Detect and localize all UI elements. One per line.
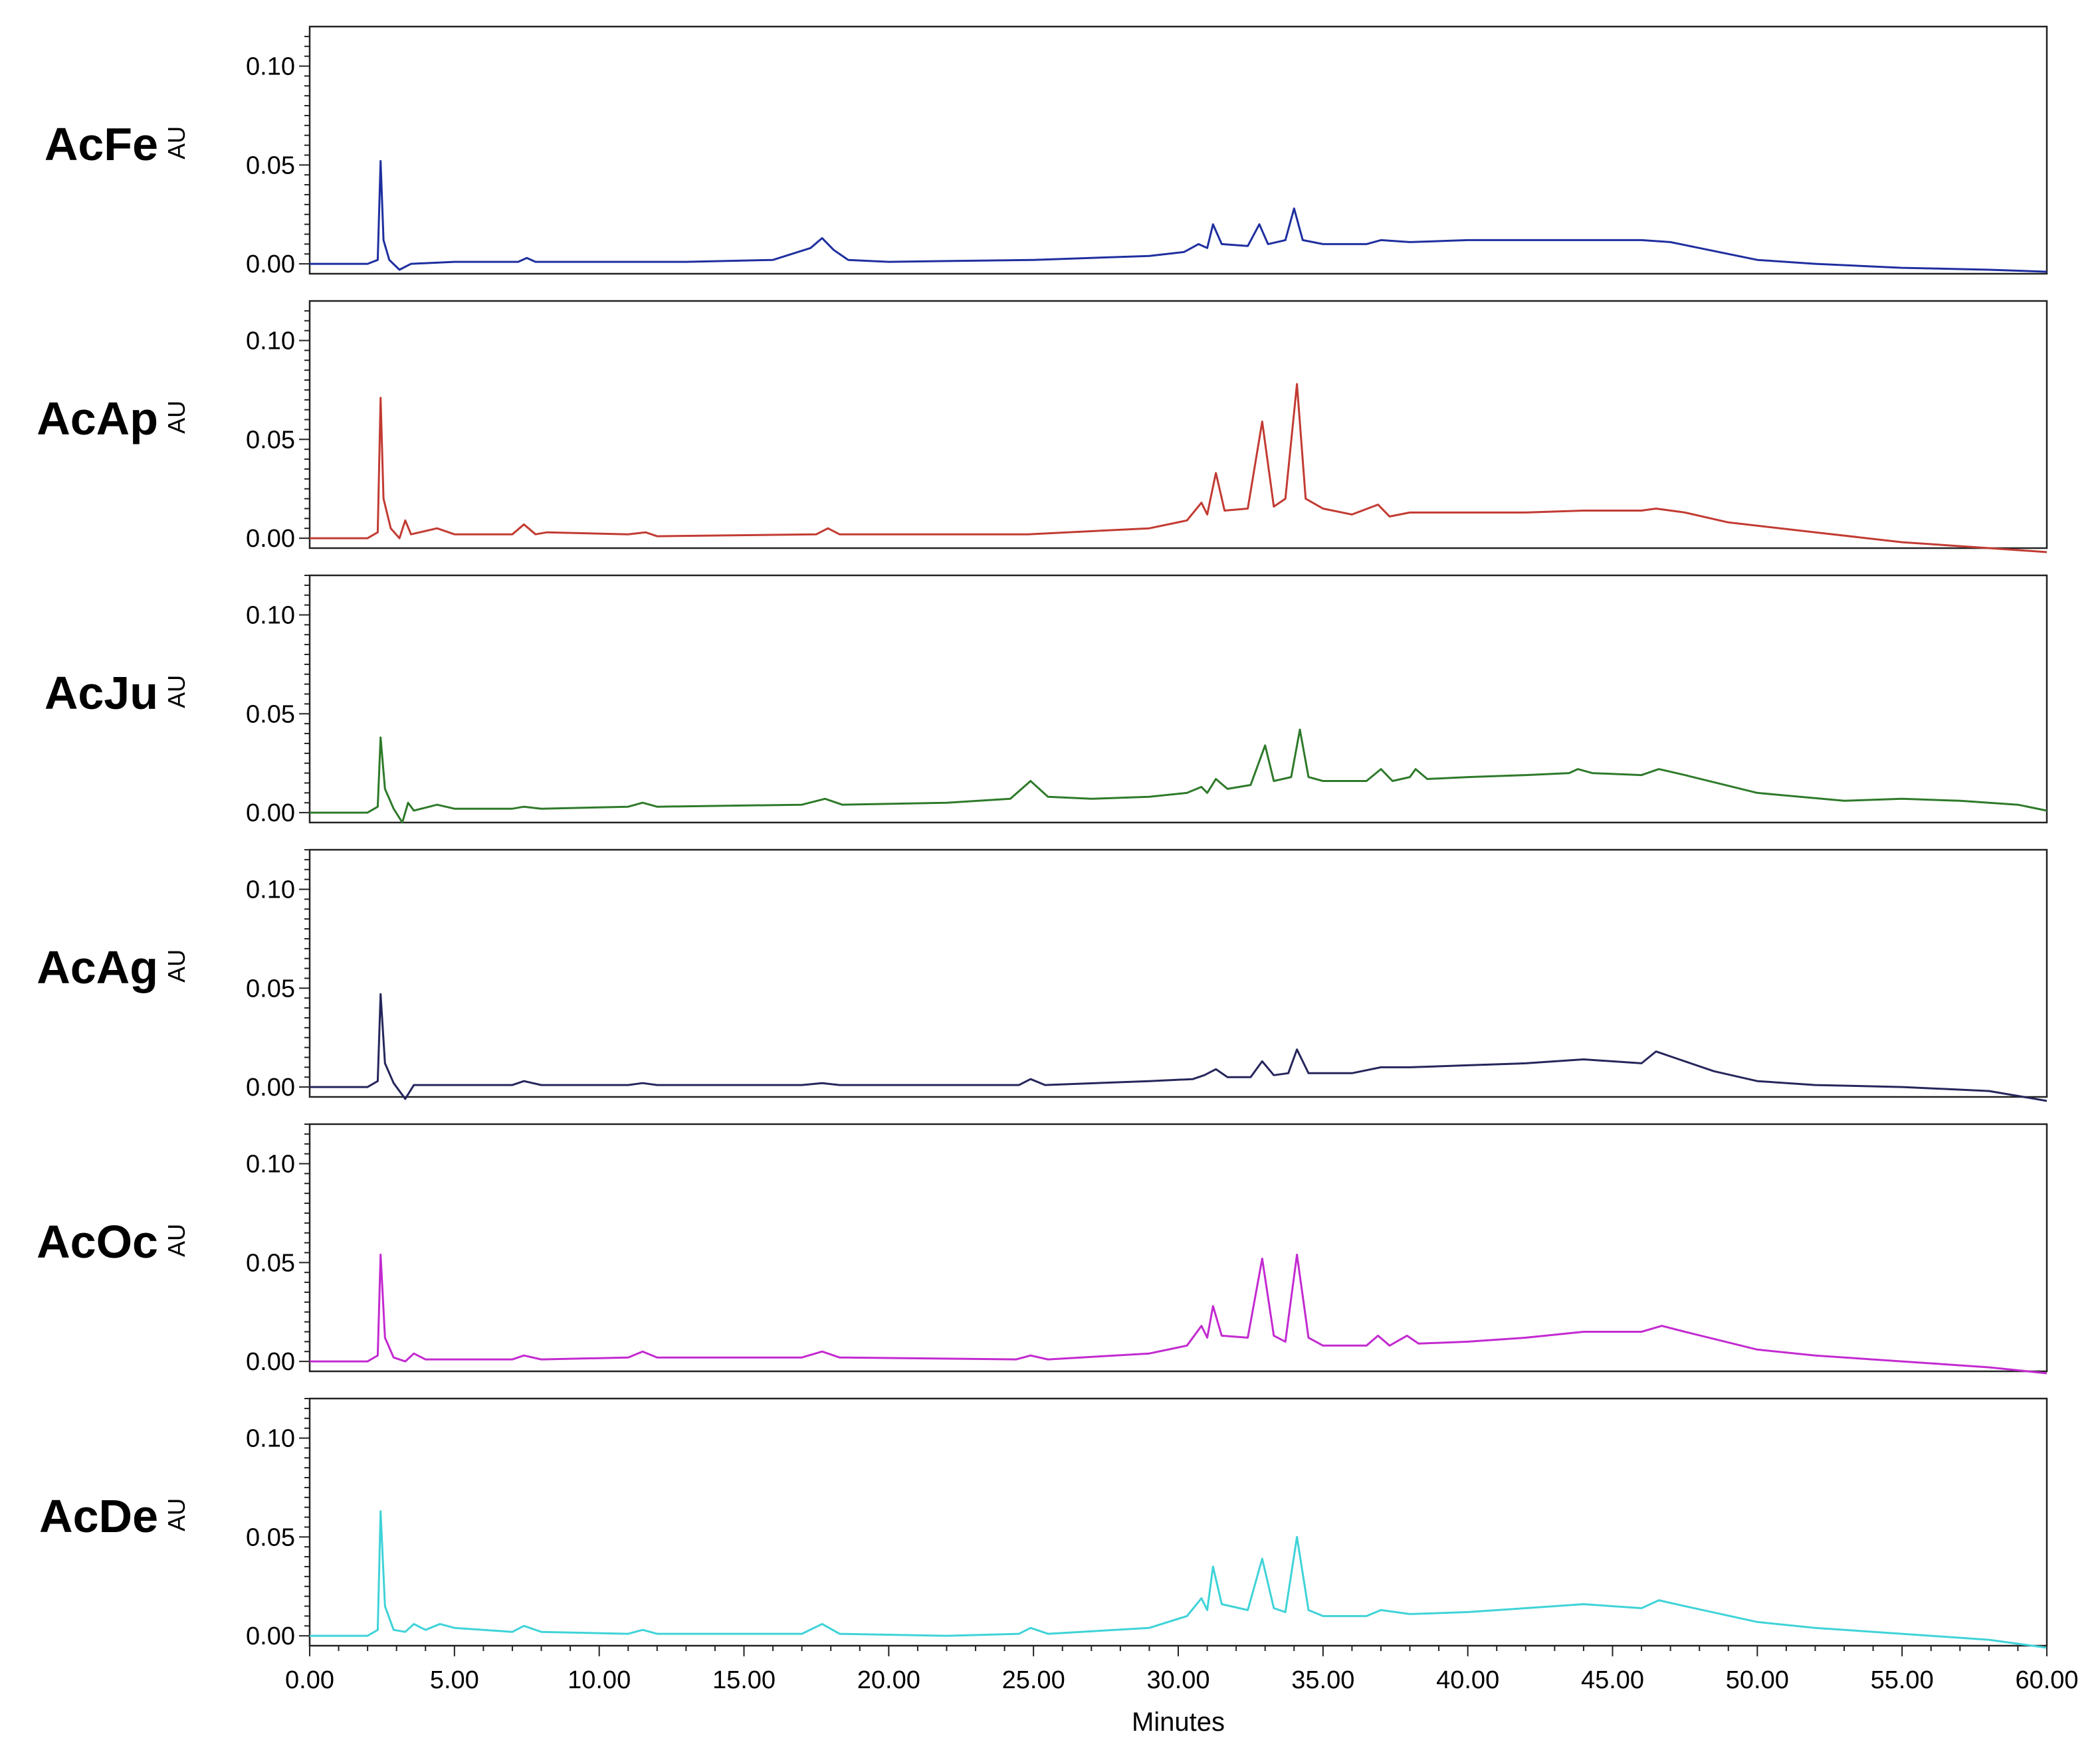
panel-acfe: 0.00 0.05 0.10 AcFe AU — [45, 25, 2048, 278]
y-tick-label: 0.00 — [246, 1074, 295, 1102]
x-axis-title: Minutes — [1132, 1707, 1225, 1737]
plot-frame — [308, 574, 2048, 824]
y-tick-label: 0.10 — [246, 602, 295, 630]
trace-acoc — [310, 1253, 2048, 1375]
y-axis-unit-label: AU — [163, 1224, 190, 1257]
plot-frame — [308, 25, 2048, 275]
y-tick-label: 0.10 — [246, 328, 295, 355]
trace-acju — [310, 728, 2048, 824]
y-tick-label: 0.00 — [246, 1622, 295, 1650]
plot-frame — [308, 1397, 2048, 1647]
panel-acoc: 0.00 0.05 0.10 AcOc AU — [37, 1123, 2048, 1376]
y-tick-label: 0.05 — [246, 975, 295, 1003]
x-tick-label: 55.00 — [1871, 1666, 1934, 1694]
panel-acag: 0.00 0.05 0.10 AcAg AU — [37, 848, 2048, 1102]
y-axis-unit-label: AU — [163, 949, 190, 983]
plot-frame — [308, 848, 2048, 1098]
trace-acap — [310, 383, 2048, 553]
y-axis-unit-label: AU — [163, 126, 190, 159]
sample-label-acoc: AcOc — [37, 1216, 158, 1268]
y-tick-label: 0.05 — [246, 1249, 295, 1277]
sample-label-acfe: AcFe — [45, 118, 158, 170]
x-tick-label: 25.00 — [1002, 1666, 1065, 1694]
y-tick-label: 0.10 — [246, 53, 295, 81]
sample-label-acag: AcAg — [37, 941, 158, 993]
y-tick-label: 0.00 — [246, 799, 295, 827]
y-tick-label: 0.00 — [246, 1348, 295, 1376]
sample-label-acap: AcAp — [37, 393, 158, 444]
y-tick-label: 0.10 — [246, 876, 295, 904]
x-tick-label: 40.00 — [1436, 1666, 1499, 1694]
plot-frame — [308, 300, 2048, 549]
y-axis-unit-label: AU — [163, 1498, 190, 1531]
x-tick-label: 35.00 — [1291, 1666, 1354, 1694]
y-tick-label: 0.00 — [246, 525, 295, 553]
x-tick-label: 10.00 — [568, 1666, 631, 1694]
y-tick-label: 0.05 — [246, 700, 295, 728]
x-tick-label: 30.00 — [1146, 1666, 1209, 1694]
sample-label-acju: AcJu — [45, 667, 158, 719]
y-tick-label: 0.05 — [246, 426, 295, 454]
y-tick-label: 0.05 — [246, 151, 295, 179]
x-tick-label: 60.00 — [2015, 1666, 2078, 1694]
y-axis-unit-label: AU — [163, 401, 190, 434]
panel-acde: 0.00 0.05 0.10 AcDe AU — [39, 1397, 2048, 1650]
sample-label-acde: AcDe — [39, 1490, 158, 1542]
y-tick-label: 0.00 — [246, 250, 295, 278]
y-axis-unit-label: AU — [163, 675, 190, 708]
trace-acfe — [310, 159, 2048, 273]
x-tick-label: 5.00 — [430, 1666, 479, 1694]
trace-acag — [310, 993, 2048, 1102]
x-tick-label: 15.00 — [712, 1666, 776, 1694]
panel-acap: 0.00 0.05 0.10 AcAp AU — [37, 300, 2048, 553]
x-tick-label: 50.00 — [1726, 1666, 1789, 1694]
y-tick-label: 0.05 — [246, 1523, 295, 1551]
x-tick-label: 45.00 — [1581, 1666, 1644, 1694]
y-tick-label: 0.10 — [246, 1151, 295, 1179]
x-tick-label: 20.00 — [857, 1666, 920, 1694]
x-tick-label: 0.00 — [285, 1666, 334, 1694]
plot-frame — [308, 1123, 2048, 1373]
y-tick-label: 0.10 — [246, 1425, 295, 1453]
trace-acde — [310, 1510, 2048, 1649]
panel-acju: 0.00 0.05 0.10 AcJu AU — [45, 574, 2048, 827]
